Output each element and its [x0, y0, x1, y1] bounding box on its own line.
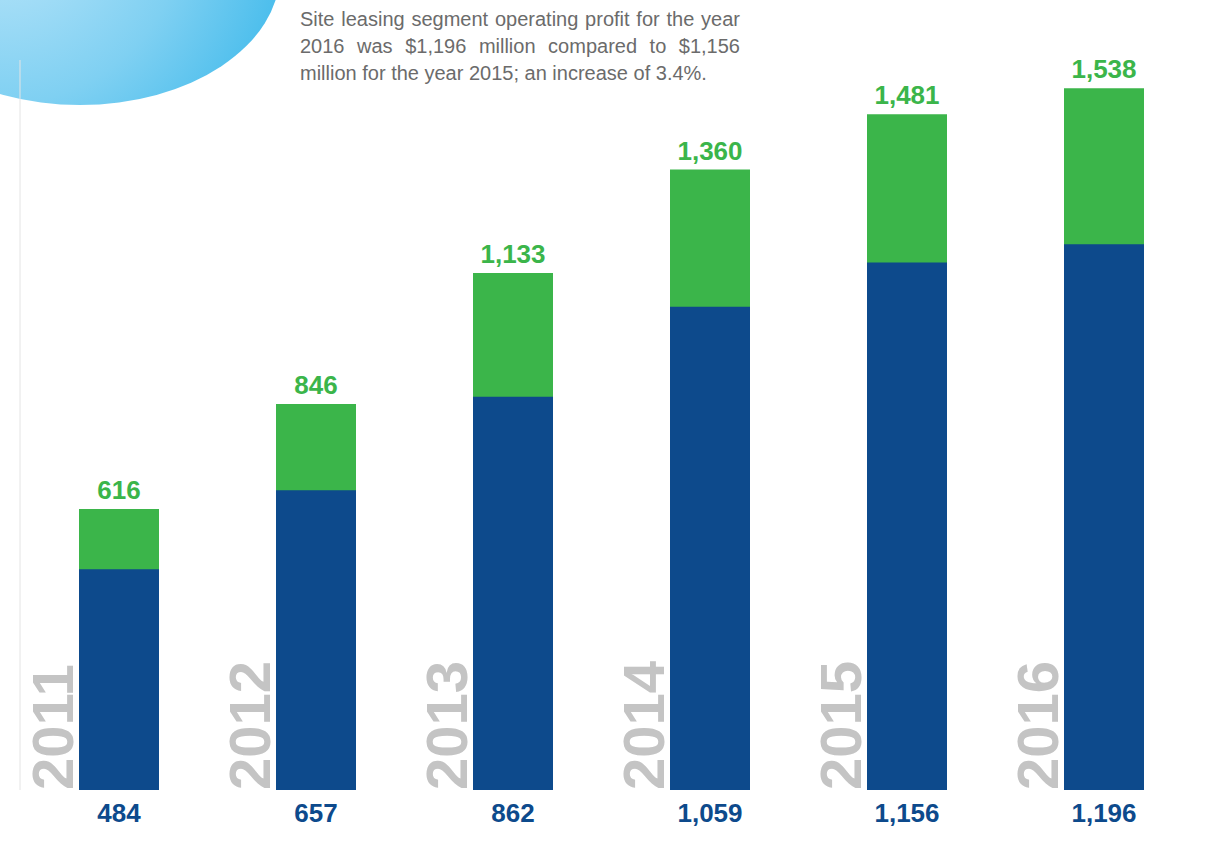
svg-text:616: 616	[97, 475, 140, 505]
svg-text:846: 846	[294, 370, 337, 400]
svg-text:484: 484	[97, 798, 141, 828]
svg-text:1,059: 1,059	[677, 798, 742, 828]
svg-text:2014: 2014	[611, 661, 676, 790]
svg-text:2016: 2016	[1005, 661, 1070, 790]
svg-text:1,133: 1,133	[480, 239, 545, 269]
svg-text:1,538: 1,538	[1071, 54, 1136, 84]
svg-text:2012: 2012	[217, 661, 282, 790]
svg-text:1,360: 1,360	[677, 136, 742, 166]
svg-text:2011: 2011	[20, 664, 85, 790]
html-text:Site leasing segment operating: Site leasing segment operating profit fo…	[300, 8, 740, 84]
svg-text:1,481: 1,481	[874, 80, 939, 110]
svg-text:1,156: 1,156	[874, 798, 939, 828]
svg-text:2015: 2015	[808, 661, 873, 790]
svg-text:657: 657	[294, 798, 337, 828]
svg-text:862: 862	[491, 798, 534, 828]
svg-text:1,196: 1,196	[1071, 798, 1136, 828]
svg-text:2013: 2013	[414, 661, 479, 790]
